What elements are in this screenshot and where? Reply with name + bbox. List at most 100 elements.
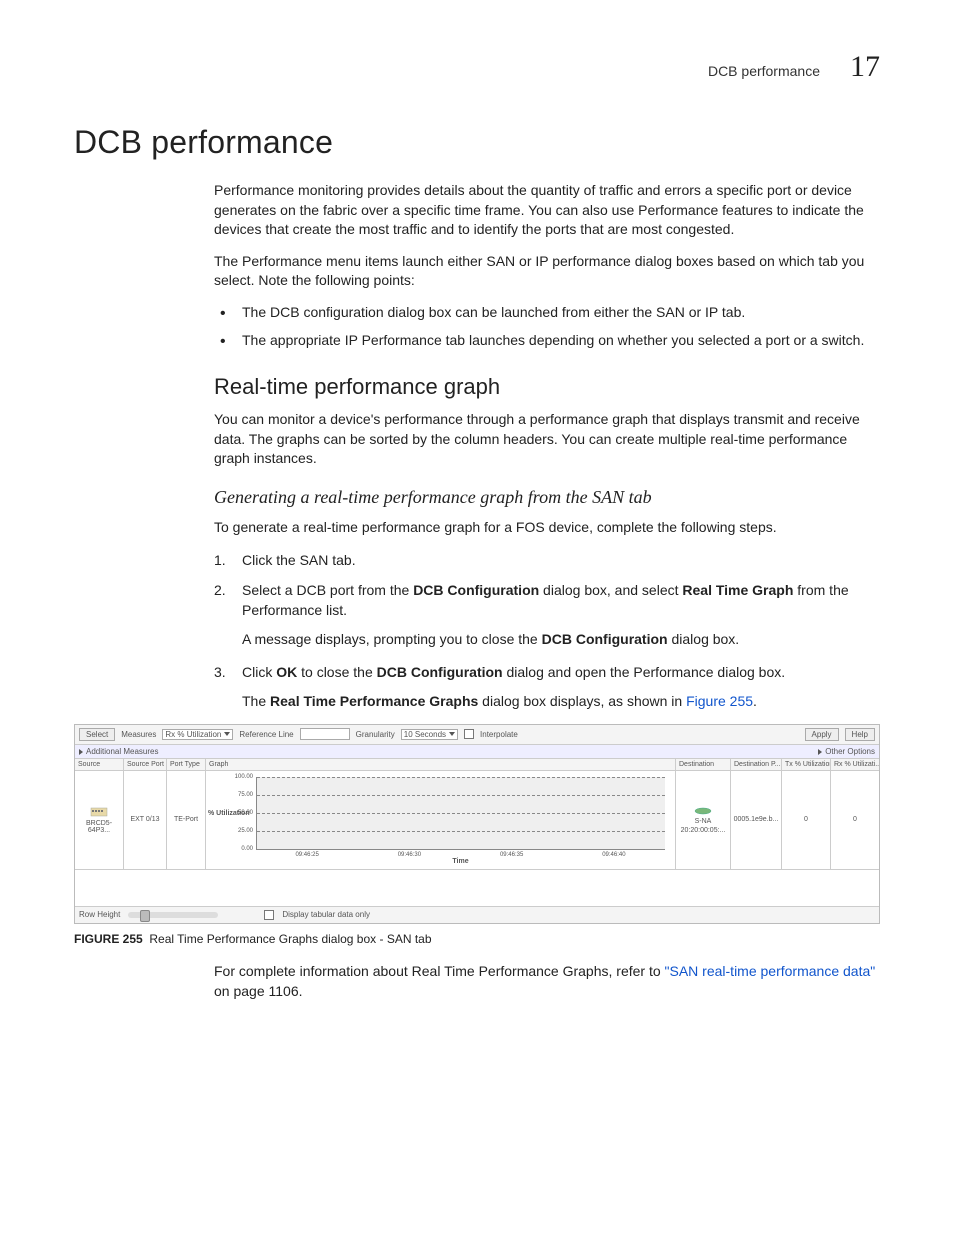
destination-column: Destination S-NA 20:20:00:05:... <box>676 759 731 869</box>
source-column: Source BRCD5-64P3... <box>75 759 124 869</box>
column-header[interactable]: Source <box>75 759 123 771</box>
figure-caption-text: Real Time Performance Graphs dialog box … <box>149 932 431 946</box>
step-text: Click <box>242 664 276 680</box>
subsection-title: Real-time performance graph <box>214 374 880 400</box>
slider-thumb[interactable] <box>140 910 150 922</box>
cell-value: 0005.1e9e.b... <box>731 771 781 869</box>
measures-dropdown[interactable]: Rx % Utilization <box>162 729 233 740</box>
cell-value: 0 <box>831 771 879 869</box>
step-text: Select a DCB port from the <box>242 582 413 598</box>
other-options-toggle[interactable]: Other Options <box>818 747 875 756</box>
granularity-label: Granularity <box>356 730 395 739</box>
interpolate-checkbox[interactable] <box>464 729 474 739</box>
step-text: to close the <box>297 664 376 680</box>
bold-term: DCB Configuration <box>542 631 668 647</box>
cell-value: TE-Port <box>167 771 205 869</box>
subbar-label: Additional Measures <box>86 747 158 756</box>
expand-icon <box>818 749 822 755</box>
y-tick: 50.00 <box>229 810 253 816</box>
apply-button[interactable]: Apply <box>805 728 839 741</box>
figure-caption: FIGURE 255 Real Time Performance Graphs … <box>74 932 880 946</box>
additional-measures-toggle[interactable]: Additional Measures <box>79 747 158 756</box>
chevron-down-icon <box>224 732 230 736</box>
steps-list: Click the SAN tab. Select a DCB port fro… <box>214 550 880 712</box>
dropdown-value: Rx % Utilization <box>165 730 221 739</box>
column-header[interactable]: Rx % Utilizati... <box>831 759 879 771</box>
source-port-column: Source Port EXT 0/13 <box>124 759 167 869</box>
dialog-footer: Row Height Display tabular data only <box>75 906 879 923</box>
page-title: DCB performance <box>74 124 880 161</box>
rx-util-column: Rx % Utilizati... 0 <box>831 759 879 869</box>
step-note: A message displays, prompting you to clo… <box>242 630 880 650</box>
figure-link[interactable]: Figure 255 <box>686 693 753 709</box>
y-tick: 100.00 <box>229 774 253 780</box>
intro-para-1: Performance monitoring provides details … <box>214 181 880 240</box>
granularity-dropdown[interactable]: 10 Seconds <box>401 729 458 740</box>
step-3: Click OK to close the DCB Configuration … <box>214 662 880 712</box>
closing-text: on page 1106. <box>214 983 303 999</box>
column-header[interactable]: Graph <box>206 759 675 771</box>
reference-line-label: Reference Line <box>239 730 293 739</box>
dialog-blank-area <box>75 869 879 906</box>
running-header: DCB performance 17 <box>74 50 880 84</box>
closing-text: For complete information about Real Time… <box>214 963 665 979</box>
x-tick: 09:46:25 <box>295 852 318 858</box>
source-cell: BRCD5-64P3... <box>75 771 123 869</box>
bold-term: Real Time Graph <box>682 582 793 598</box>
performance-dialog: Select Measures Rx % Utilization Referen… <box>74 724 880 924</box>
column-header[interactable]: Destination <box>676 759 730 771</box>
step-text: Click the SAN tab. <box>242 552 356 568</box>
switch-icon <box>89 806 109 818</box>
column-header[interactable]: Source Port <box>124 759 166 771</box>
bullet-item: The DCB configuration dialog box can be … <box>214 303 880 323</box>
tx-util-column: Tx % Utilization 0 <box>782 759 831 869</box>
column-header[interactable]: Tx % Utilization <box>782 759 830 771</box>
bold-term: OK <box>276 664 297 680</box>
device-icon <box>693 806 713 816</box>
interpolate-label: Interpolate <box>480 730 518 739</box>
column-header[interactable]: Port Type <box>167 759 205 771</box>
chevron-down-icon <box>449 732 455 736</box>
y-tick: 25.00 <box>229 828 253 834</box>
cell-value: 0 <box>782 771 830 869</box>
x-tick: 09:46:35 <box>500 852 523 858</box>
dropdown-value: 10 Seconds <box>404 730 446 739</box>
step-text: dialog and open the Performance dialog b… <box>503 664 786 680</box>
y-tick: 75.00 <box>229 792 253 798</box>
graph-column: Graph % Utilization 100.00 75.00 50.00 2… <box>206 759 676 869</box>
dialog-toolbar: Select Measures Rx % Utilization Referen… <box>75 725 879 745</box>
dialog-body: Source BRCD5-64P3... Source Port EXT 0/1… <box>75 759 879 869</box>
reference-line-input[interactable] <box>300 728 350 740</box>
step-text: dialog box displays, as shown in <box>478 693 686 709</box>
column-header[interactable]: Destination P... <box>731 759 781 771</box>
help-button[interactable]: Help <box>845 728 875 741</box>
steps-intro: To generate a real-time performance grap… <box>214 518 880 538</box>
step-2: Select a DCB port from the DCB Configura… <box>214 580 880 650</box>
cross-ref-link[interactable]: "SAN real-time performance data" <box>665 963 876 979</box>
dest-name: S-NA <box>695 818 712 825</box>
subsection-para: You can monitor a device's performance t… <box>214 410 880 469</box>
dest-sub: 20:20:00:05:... <box>681 827 726 834</box>
bold-term: DCB Configuration <box>413 582 539 598</box>
row-height-slider[interactable] <box>128 912 218 918</box>
chart-plot: 100.00 75.00 50.00 25.00 0.00 <box>256 777 665 850</box>
tabular-checkbox[interactable] <box>264 910 274 920</box>
destination-p-column: Destination P... 0005.1e9e.b... <box>731 759 782 869</box>
row-height-label: Row Height <box>79 910 120 919</box>
intro-para-2: The Performance menu items launch either… <box>214 252 880 291</box>
cell-value: EXT 0/13 <box>124 771 166 869</box>
tabular-label: Display tabular data only <box>282 910 370 919</box>
bold-term: DCB Configuration <box>377 664 503 680</box>
running-header-text: DCB performance <box>708 63 820 79</box>
y-tick: 0.00 <box>229 846 253 852</box>
figure-label: FIGURE 255 <box>74 932 143 946</box>
graph-area: % Utilization 100.00 75.00 50.00 25.00 0… <box>206 771 675 869</box>
bullet-list: The DCB configuration dialog box can be … <box>214 303 880 350</box>
step-text: A message displays, prompting you to clo… <box>242 631 542 647</box>
step-text: dialog box, and select <box>539 582 682 598</box>
port-type-column: Port Type TE-Port <box>167 759 206 869</box>
bold-term: Real Time Performance Graphs <box>270 693 478 709</box>
select-button[interactable]: Select <box>79 728 115 741</box>
x-axis-label: Time <box>256 858 665 865</box>
bullet-item: The appropriate IP Performance tab launc… <box>214 331 880 351</box>
